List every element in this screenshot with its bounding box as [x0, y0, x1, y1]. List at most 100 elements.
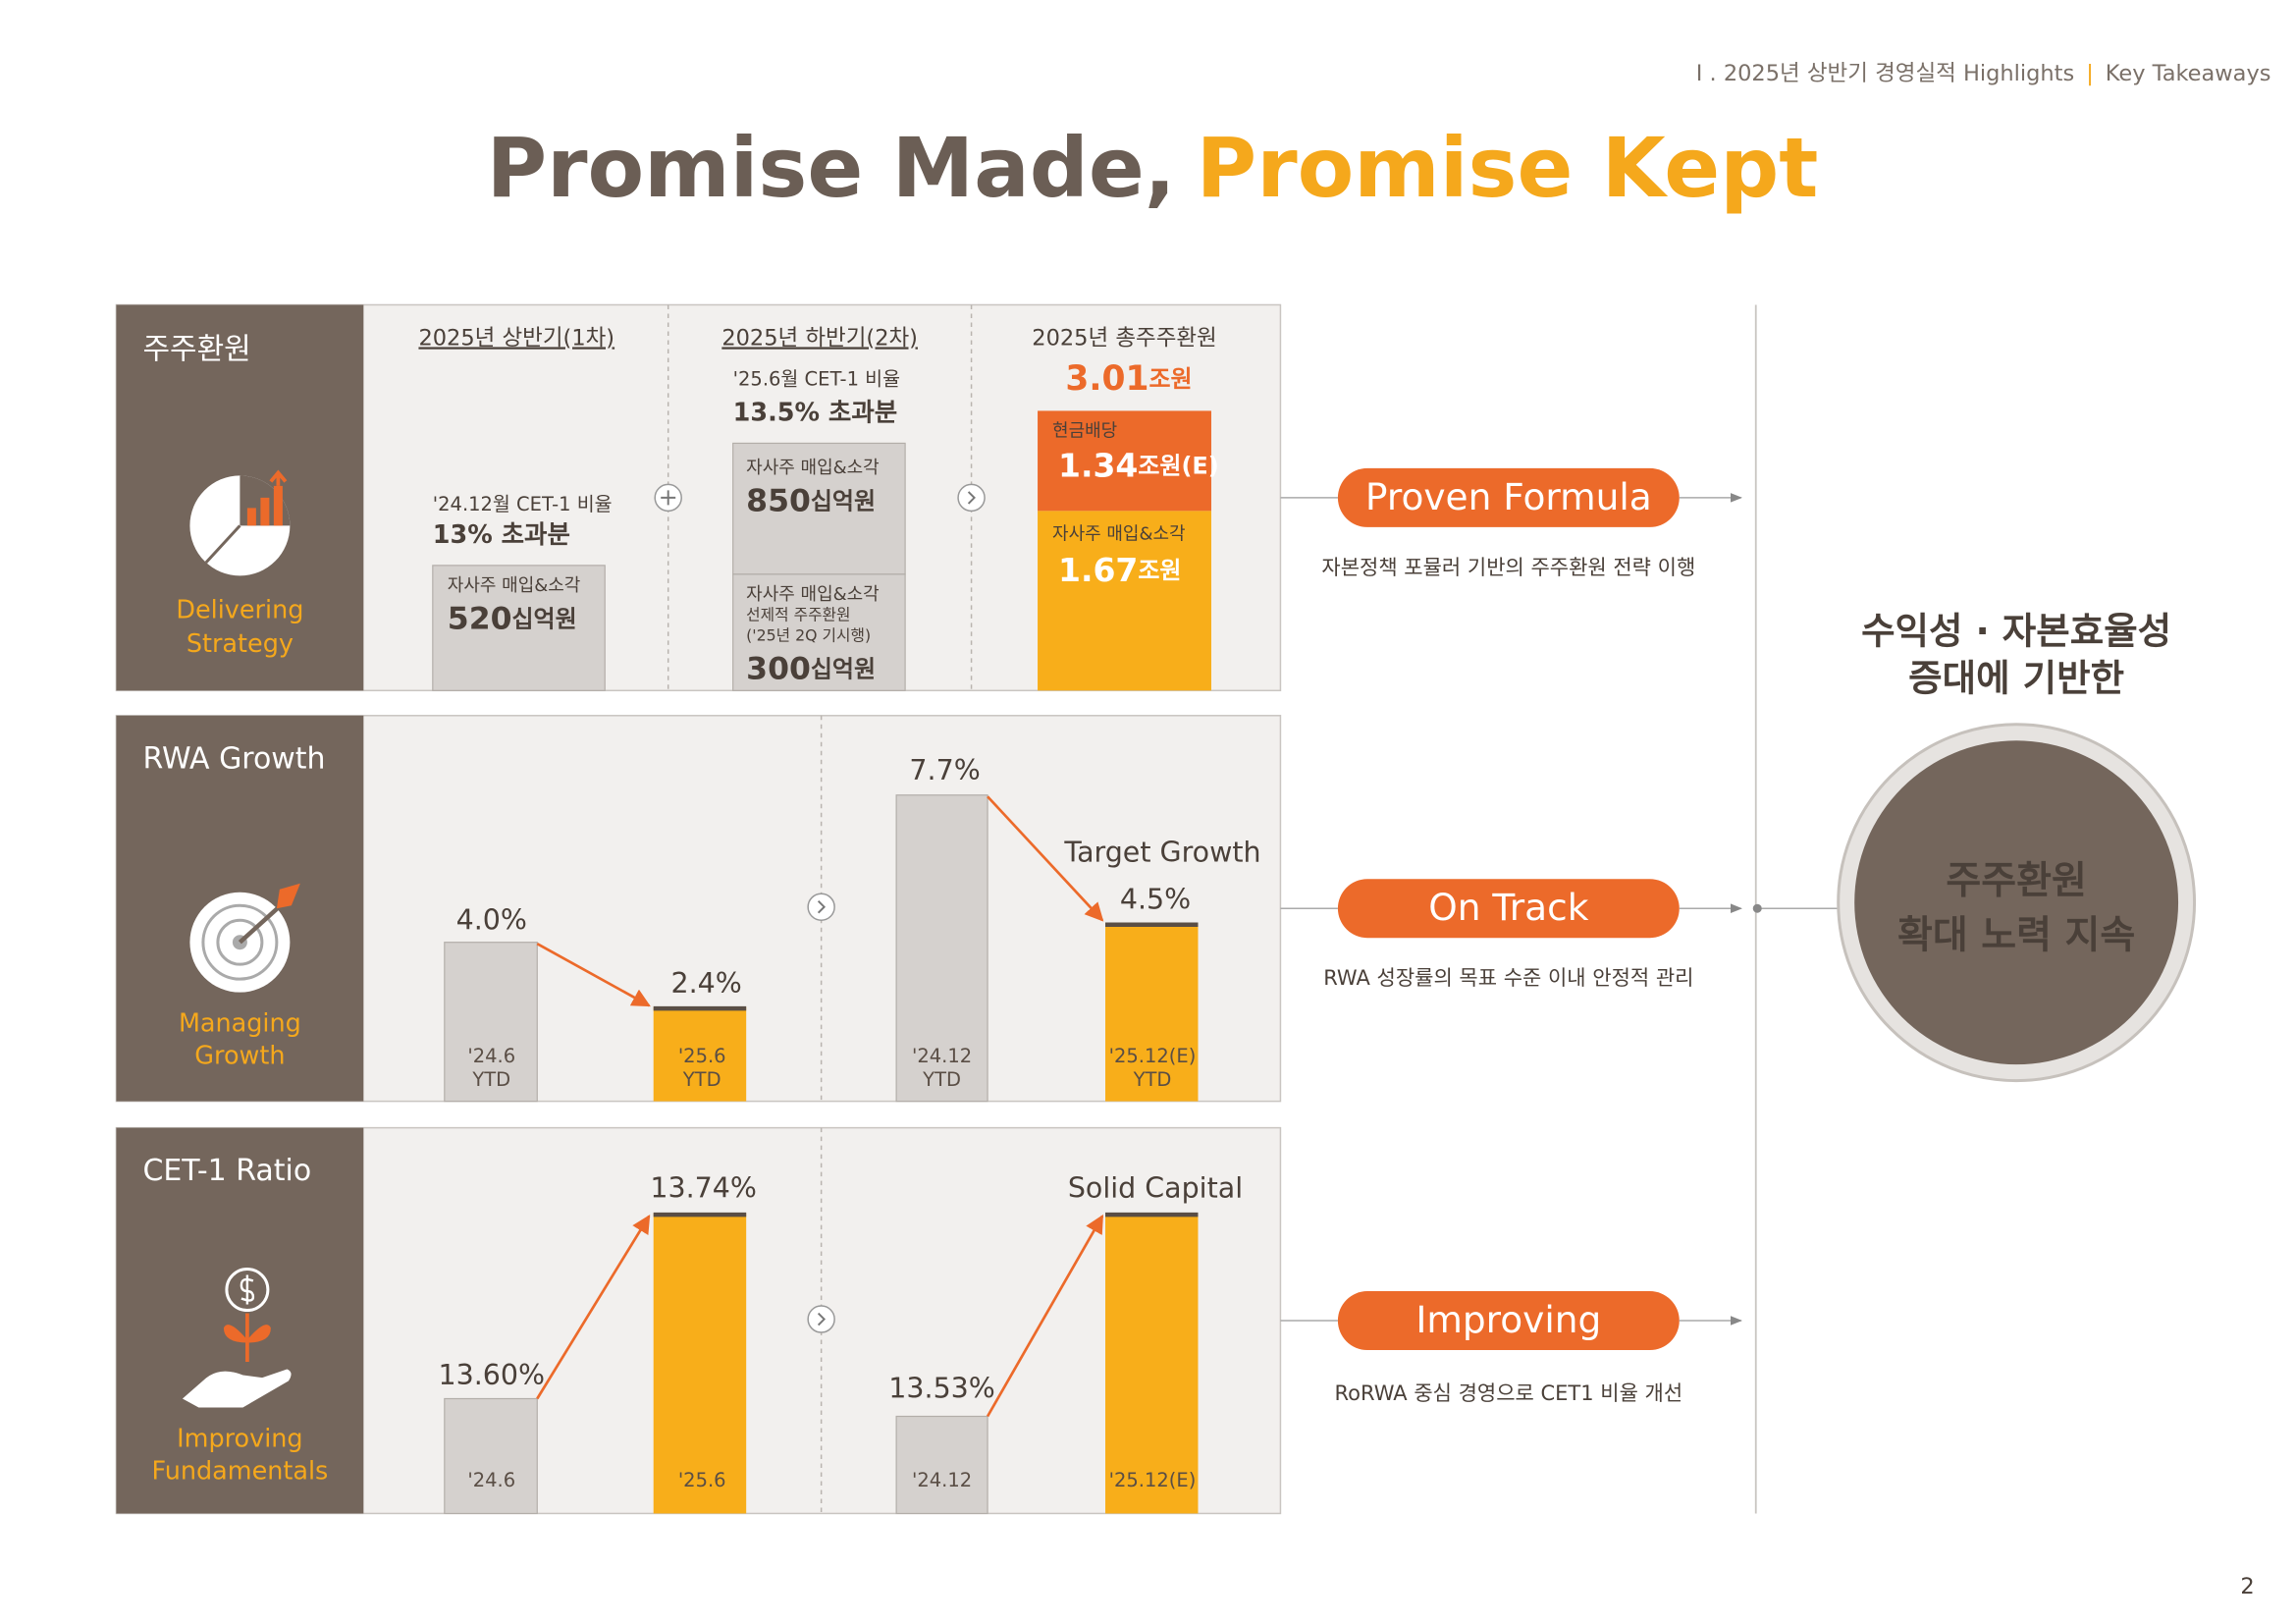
circle	[216, 918, 264, 966]
shape	[246, 508, 256, 526]
target-icon	[189, 883, 300, 993]
row-caption: Improving	[177, 1424, 302, 1453]
bar	[653, 1213, 747, 1514]
period: '25.12(E)	[1109, 1045, 1197, 1067]
title-part1: Promise Made,	[487, 120, 1176, 216]
side-panel	[116, 1127, 364, 1514]
segment-value: 1.67	[1058, 550, 1138, 588]
glyph	[269, 469, 288, 486]
circle	[1752, 903, 1762, 913]
chevron-icon	[807, 1305, 835, 1333]
circle-text: 주주환원	[1946, 859, 2086, 903]
circle	[807, 1305, 835, 1333]
value-label: 13.53%	[888, 1372, 995, 1404]
box-amount: 520십억원	[448, 601, 577, 636]
header: I . 2025년 상반기 경영실적 Highlights | Key Takeaw…	[1696, 61, 2271, 86]
bar	[653, 1006, 747, 1102]
period: '24.12	[912, 1469, 972, 1491]
row-label: RWA Growth	[142, 741, 325, 776]
outcome-pill	[1337, 1291, 1680, 1351]
row-caption: Strategy	[187, 629, 294, 659]
glyph	[661, 490, 676, 506]
bar	[444, 1397, 538, 1515]
total: 3.01조원	[1065, 358, 1192, 398]
period: '25.6	[678, 1045, 726, 1067]
segment-amount: 1.67조원	[1058, 550, 1181, 588]
row-label: 주주환원	[142, 332, 250, 366]
glyph	[817, 900, 827, 914]
column-heading: 2025년 하반기(2차)	[721, 325, 918, 351]
box-label: 자사주 매입&소각	[746, 458, 880, 478]
glyph	[967, 491, 976, 505]
period: '24.6	[467, 1469, 515, 1491]
growth-icon	[182, 1268, 292, 1408]
circle	[957, 483, 986, 513]
box-value: 520	[448, 601, 512, 636]
shape	[273, 485, 283, 526]
annotation: Target Growth	[1063, 837, 1260, 869]
bar	[895, 794, 988, 1103]
segment	[1038, 410, 1211, 512]
circle	[225, 1268, 270, 1313]
conclusion: 수익성 · 자본효율성	[1861, 609, 2171, 652]
box-unit: 십억원	[811, 655, 876, 682]
glyph	[182, 1369, 292, 1408]
excess: 13.5% 초과분	[733, 398, 898, 427]
rule	[204, 524, 241, 564]
box-label: 선제적 주주환원	[746, 605, 850, 623]
pie-icon	[189, 469, 291, 576]
box-label: 자사주 매입&소각	[448, 575, 581, 596]
box-label: ('25년 2Q 기시행)	[746, 625, 871, 644]
value-label: 2.4%	[671, 967, 742, 1000]
bar	[432, 565, 606, 691]
title-part2: Promise Kept	[1197, 120, 1819, 216]
separator: |	[2086, 61, 2094, 86]
shape	[260, 497, 270, 526]
breadcrumb: I . 2025년 상반기 경영실적 Highlights	[1696, 61, 2074, 86]
glyph	[276, 883, 300, 909]
basis: YTD	[1133, 1068, 1172, 1091]
basis: YTD	[922, 1068, 961, 1091]
total-unit: 조원	[1148, 365, 1192, 393]
segment-unit: 조원(E)	[1138, 452, 1218, 479]
row-caption: Growth	[194, 1042, 285, 1071]
circle	[1854, 740, 2179, 1065]
row-caption: Delivering	[176, 595, 303, 624]
value-label: 13.74%	[650, 1172, 757, 1205]
bar	[895, 1415, 988, 1515]
period: '24.12	[912, 1045, 972, 1067]
row-caption: Fundamentals	[151, 1456, 328, 1486]
basis: YTD	[471, 1068, 510, 1091]
box-amount: 300십억원	[746, 651, 876, 686]
box-label: 자사주 매입&소각	[746, 584, 880, 605]
bar	[1105, 923, 1199, 1102]
total-value: 3.01	[1065, 358, 1148, 398]
box-value: 300	[746, 651, 811, 686]
column-heading: 2025년 상반기(1차)	[418, 325, 614, 351]
bar	[444, 942, 538, 1103]
chevron-icon	[807, 893, 835, 921]
box-value: 850	[746, 483, 811, 518]
period: '25.12(E)	[1109, 1469, 1197, 1491]
box-unit: 십억원	[811, 487, 876, 514]
page-number: 2	[2240, 1574, 2254, 1599]
annotation: Solid Capital	[1068, 1172, 1243, 1205]
value-label: 4.5%	[1120, 884, 1191, 916]
outcome-title: Proven Formula	[1365, 475, 1652, 518]
trend-arrow	[987, 795, 1104, 922]
circle-text: 확대 노력 지속	[1897, 914, 2135, 958]
box-unit: 십억원	[512, 605, 577, 632]
bar	[732, 442, 906, 575]
segment-amount: 1.34조원(E)	[1058, 446, 1219, 484]
excess: 13% 초과분	[433, 520, 570, 550]
segment-label: 자사주 매입&소각	[1052, 523, 1186, 544]
value-label: 4.0%	[456, 904, 527, 937]
segment-value: 1.34	[1058, 446, 1138, 484]
outcome-title: On Track	[1428, 886, 1588, 929]
column-heading: 2025년 총주주환원	[1032, 325, 1216, 351]
title: Promise Made, Promise Kept	[487, 120, 1819, 216]
value-label: 7.7%	[909, 754, 980, 786]
period: '24.6	[467, 1045, 515, 1067]
